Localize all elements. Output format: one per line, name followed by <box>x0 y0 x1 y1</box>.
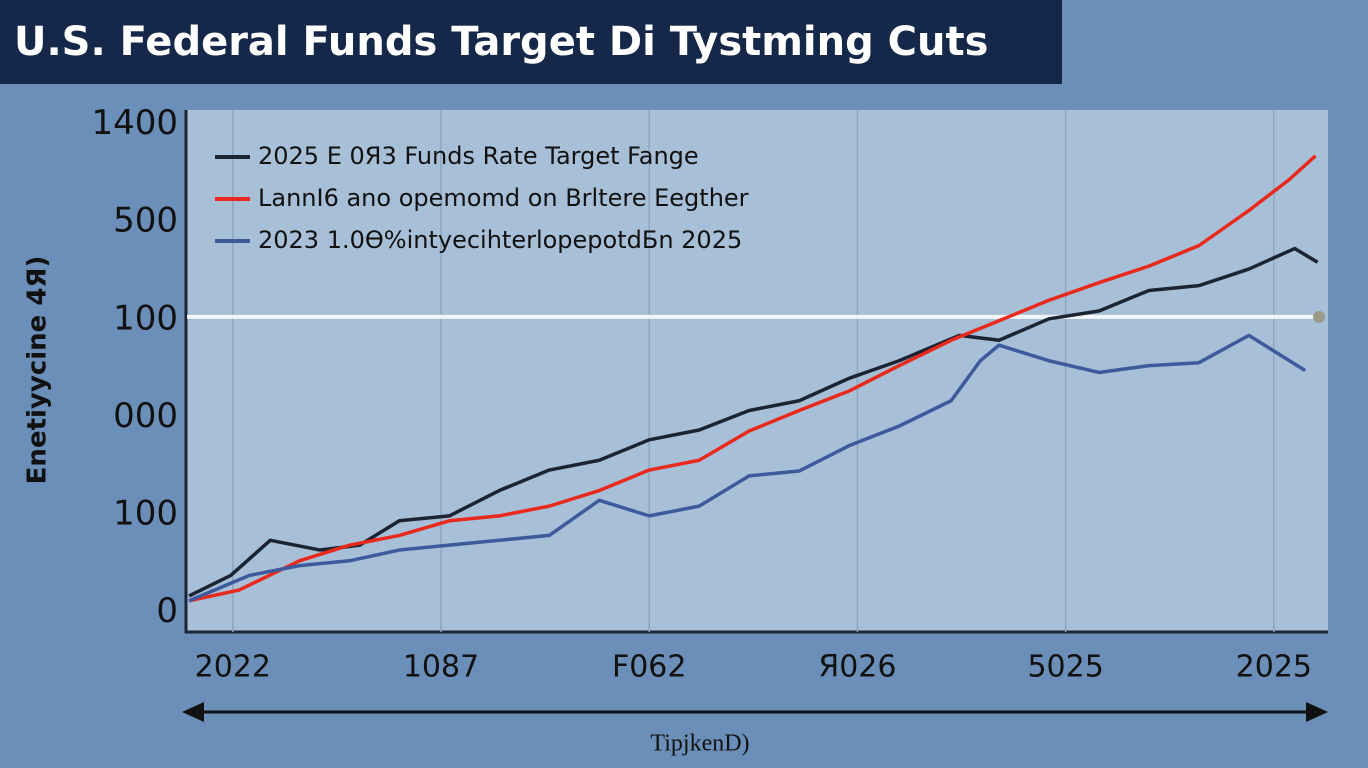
arrow-head <box>182 702 204 722</box>
x-axis-label: TipjkenD) <box>650 731 749 757</box>
plot-area <box>187 110 1328 632</box>
y-tick-label: 100 <box>113 493 178 533</box>
y-tick-label: 000 <box>113 396 178 436</box>
y-tick-label: 100 <box>113 298 178 338</box>
x-tick-label: 1087 <box>403 650 479 685</box>
y-axis-label: Enetiyycine 4Я) <box>23 256 53 485</box>
x-tick-label: 2025 <box>1236 650 1312 685</box>
y-tick-label: 500 <box>113 201 178 241</box>
labels: 2022 1087 F062 Я026 5025 2025 0 100 000 100 500 140… <box>91 103 1312 684</box>
x-tick-label: 2022 <box>195 650 271 685</box>
grid <box>232 110 1275 632</box>
legend-label: 2025 E 0Я3 Funds Rate Target Fange <box>258 142 699 170</box>
chart-title: U.S. Federal Funds Target Di Tystming Cu… <box>14 19 988 65</box>
title-bar <box>0 0 1062 84</box>
y-tick-label: 1400 <box>91 103 178 143</box>
arrow-head <box>1306 702 1328 722</box>
series-line <box>188 333 1307 603</box>
x-tick-label: F062 <box>612 650 687 685</box>
x-tick-label: Я026 <box>818 650 896 685</box>
series-line <box>188 246 1319 598</box>
marks <box>187 154 1325 603</box>
x-tick-label: 5025 <box>1027 650 1103 685</box>
legend-label: 2023 1.0Ѳ%intyecihterlopepotdБn 2025 <box>258 226 742 254</box>
series-line <box>188 154 1317 603</box>
y-tick-label: 0 <box>156 591 178 631</box>
legend-label: LannI6 ano opemomd on Brltere Eegther <box>258 184 749 212</box>
reference-dot <box>1313 310 1325 323</box>
